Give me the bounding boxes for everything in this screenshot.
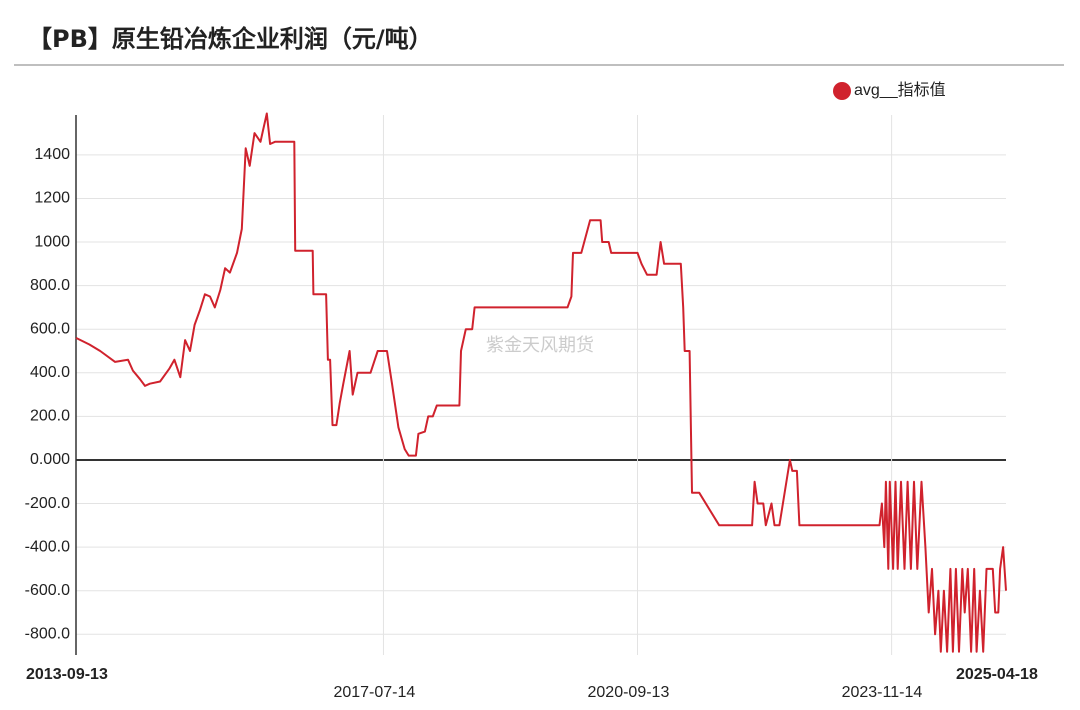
y-tick-label: 1000 — [34, 233, 70, 250]
x-tick-label: 2017-07-14 — [333, 684, 415, 701]
y-tick-label: 1200 — [34, 190, 70, 207]
data-line — [75, 112, 1007, 653]
x-tick-label: 2013-09-13 — [26, 666, 108, 683]
legend-marker — [833, 82, 851, 100]
y-tick-label: -800.0 — [25, 626, 70, 643]
y-tick-label: 400.0 — [30, 364, 70, 381]
x-tick-label: 2020-09-13 — [588, 684, 670, 701]
y-tick-label: -200.0 — [25, 495, 70, 512]
y-tick-label: -600.0 — [25, 582, 70, 599]
y-tick-label: 600.0 — [30, 320, 70, 337]
y-tick-label: 1400 — [34, 146, 70, 163]
y-tick-label: 200.0 — [30, 408, 70, 425]
watermark: 紫金天风期货 — [486, 335, 594, 355]
y-tick-label: 800.0 — [30, 277, 70, 294]
x-tick-label: 2025-04-18 — [956, 666, 1038, 683]
y-tick-label: -400.0 — [25, 538, 70, 555]
legend-label: avg__指标值 — [854, 81, 946, 99]
chart-title: 【PB】原生铅冶炼企业利润（元/吨） — [28, 25, 433, 53]
x-tick-label: 2023-11-14 — [842, 684, 923, 701]
y-tick-label: 0.000 — [30, 451, 70, 468]
